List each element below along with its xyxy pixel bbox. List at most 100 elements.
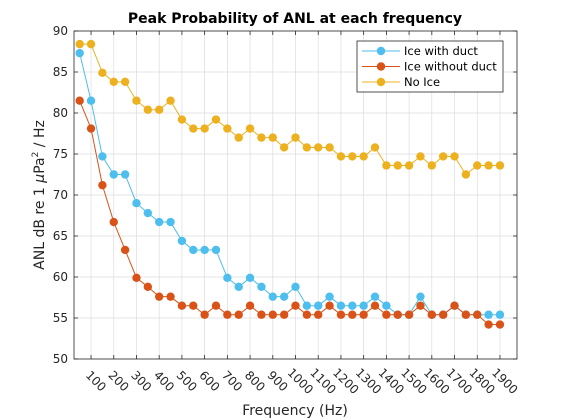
data-point bbox=[393, 161, 402, 170]
data-point bbox=[314, 310, 323, 319]
y-tick-label: 60 bbox=[53, 270, 68, 284]
y-axis-label-mu: μ bbox=[32, 174, 48, 184]
data-point bbox=[257, 282, 266, 292]
legend-item: Ice with duct bbox=[362, 44, 478, 58]
data-point bbox=[257, 133, 266, 142]
data-point bbox=[86, 124, 96, 133]
data-point bbox=[438, 152, 448, 161]
data-point bbox=[279, 292, 289, 301]
data-point bbox=[223, 310, 232, 319]
y-axis-label-suffix: / Hz bbox=[32, 120, 48, 152]
data-point bbox=[120, 170, 130, 179]
data-point bbox=[268, 292, 277, 301]
data-point bbox=[143, 105, 153, 114]
data-point bbox=[382, 301, 391, 310]
y-tick-label: 65 bbox=[53, 229, 68, 243]
data-point bbox=[245, 273, 255, 283]
data-point bbox=[314, 143, 323, 152]
x-axis-label: Frequency (Hz) bbox=[242, 403, 348, 419]
data-point bbox=[189, 124, 198, 133]
data-point bbox=[189, 245, 198, 255]
data-point bbox=[382, 161, 391, 170]
y-tick-label: 90 bbox=[53, 24, 68, 38]
data-point bbox=[154, 217, 164, 227]
data-point bbox=[427, 161, 437, 170]
data-point bbox=[143, 282, 153, 292]
data-point bbox=[98, 180, 107, 190]
legend-label: No Ice bbox=[404, 75, 440, 89]
data-point bbox=[166, 217, 175, 227]
data-point bbox=[132, 199, 141, 208]
data-point bbox=[200, 245, 209, 255]
data-point bbox=[98, 152, 107, 161]
data-point bbox=[132, 96, 141, 105]
data-point bbox=[325, 292, 334, 301]
data-point bbox=[154, 105, 164, 114]
data-point bbox=[189, 301, 198, 310]
data-point bbox=[75, 96, 84, 105]
data-point bbox=[245, 301, 255, 310]
data-point bbox=[336, 152, 346, 161]
chart-title: Peak Probability of ANL at each frequenc… bbox=[128, 11, 462, 27]
data-point bbox=[359, 310, 368, 319]
data-point bbox=[234, 310, 243, 319]
data-point bbox=[427, 310, 437, 319]
data-point bbox=[348, 310, 357, 319]
y-tick-label: 55 bbox=[53, 311, 68, 325]
data-point bbox=[438, 310, 448, 319]
series-2 bbox=[75, 39, 505, 179]
data-point bbox=[473, 161, 482, 170]
data-point bbox=[359, 301, 368, 310]
data-point bbox=[143, 208, 153, 218]
data-point bbox=[336, 301, 346, 310]
data-point bbox=[75, 39, 84, 49]
data-point bbox=[484, 320, 493, 329]
data-point bbox=[109, 77, 118, 87]
data-point bbox=[416, 152, 425, 161]
data-point bbox=[325, 143, 334, 152]
data-point bbox=[154, 292, 164, 301]
data-point bbox=[291, 282, 300, 292]
data-point bbox=[120, 245, 130, 255]
data-point bbox=[461, 170, 471, 179]
data-point bbox=[200, 310, 209, 319]
data-point bbox=[166, 292, 175, 301]
series-layer bbox=[75, 39, 505, 329]
legend-marker bbox=[376, 77, 386, 87]
data-point bbox=[223, 124, 232, 133]
data-point bbox=[109, 170, 118, 179]
data-point bbox=[200, 124, 209, 133]
data-point bbox=[393, 310, 402, 319]
data-point bbox=[98, 68, 107, 78]
data-point bbox=[109, 217, 118, 227]
legend-item: No Ice bbox=[362, 75, 440, 89]
data-point bbox=[382, 310, 391, 319]
data-point bbox=[211, 301, 221, 310]
data-point bbox=[257, 310, 266, 319]
y-axis-label: ANL dB re 1 μPa2 / Hz bbox=[31, 120, 48, 270]
data-point bbox=[234, 133, 243, 142]
data-point bbox=[336, 310, 346, 319]
data-point bbox=[279, 310, 289, 319]
y-tick-label: 50 bbox=[53, 352, 68, 366]
data-point bbox=[211, 115, 221, 124]
data-point bbox=[291, 133, 300, 142]
data-point bbox=[450, 301, 459, 310]
data-point bbox=[302, 310, 312, 319]
legend-label: Ice without duct bbox=[404, 60, 497, 74]
data-point bbox=[348, 152, 357, 161]
data-point bbox=[495, 161, 505, 170]
legend-label: Ice with duct bbox=[404, 44, 478, 58]
data-point bbox=[302, 301, 312, 310]
series-1 bbox=[75, 96, 505, 329]
data-point bbox=[268, 310, 277, 319]
y-tick-label: 75 bbox=[53, 147, 68, 161]
data-point bbox=[177, 236, 187, 246]
data-point bbox=[495, 320, 505, 329]
legend-marker bbox=[376, 46, 386, 56]
y-tick-label: 80 bbox=[53, 106, 68, 120]
data-point bbox=[404, 310, 414, 319]
data-point bbox=[416, 301, 425, 310]
data-point bbox=[75, 48, 84, 58]
